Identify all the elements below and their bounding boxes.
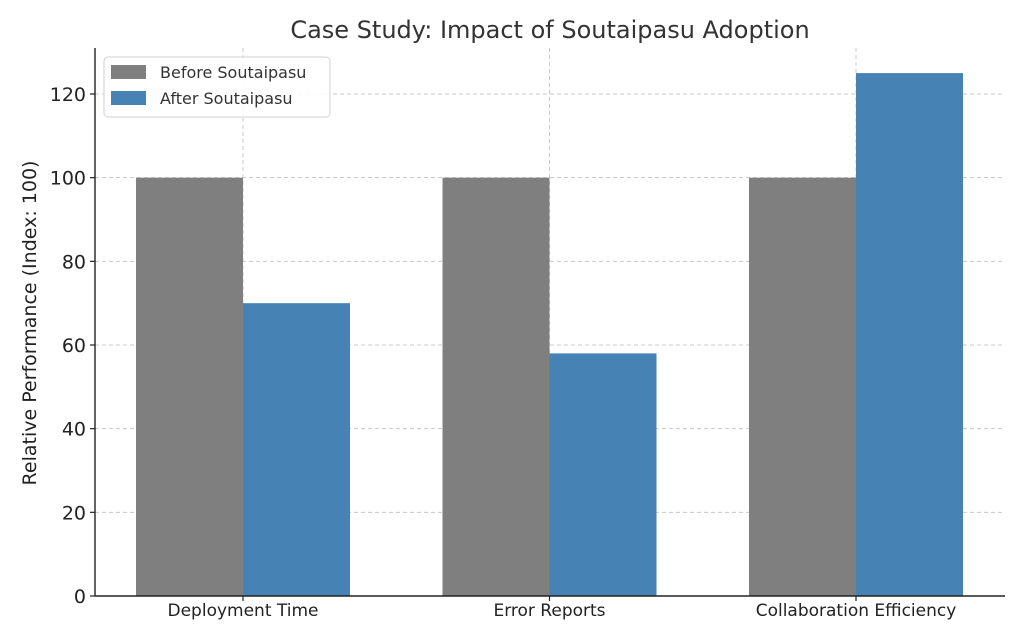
y-tick-label: 60 [62,335,86,357]
legend-label-before: Before Soutaipasu [160,63,306,82]
tick-labels: 0 20 40 60 80 100 120 Deployment Time Error Repo… [50,84,957,621]
x-tick-label: Error Reports [493,601,605,621]
y-tick-label: 40 [62,419,86,441]
bars [136,73,963,596]
bar-before-0 [136,177,243,596]
y-tick-label: 120 [50,84,86,106]
y-tick-label: 80 [62,251,86,273]
legend-label-after: After Soutaipasu [160,89,293,108]
y-tick-label: 0 [74,586,86,608]
chart-title: Case Study: Impact of Soutaipasu Adoptio… [290,16,809,44]
bar-before-2 [749,177,856,596]
legend: Before Soutaipasu After Soutaipasu [103,56,331,118]
y-tick-label: 20 [62,502,86,524]
x-tick-label: Deployment Time [168,601,319,621]
bar-after-2 [856,73,963,596]
legend-swatch-after [111,91,146,105]
y-axis-label: Relative Performance (Index: 100) [19,161,41,486]
x-tick-label: Collaboration Efficiency [756,601,957,621]
bar-before-1 [442,177,550,596]
legend-box [103,56,331,118]
bar-after-1 [549,353,657,596]
bar-after-0 [243,303,350,596]
y-tick-label: 100 [50,168,86,190]
legend-swatch-before [111,65,146,79]
